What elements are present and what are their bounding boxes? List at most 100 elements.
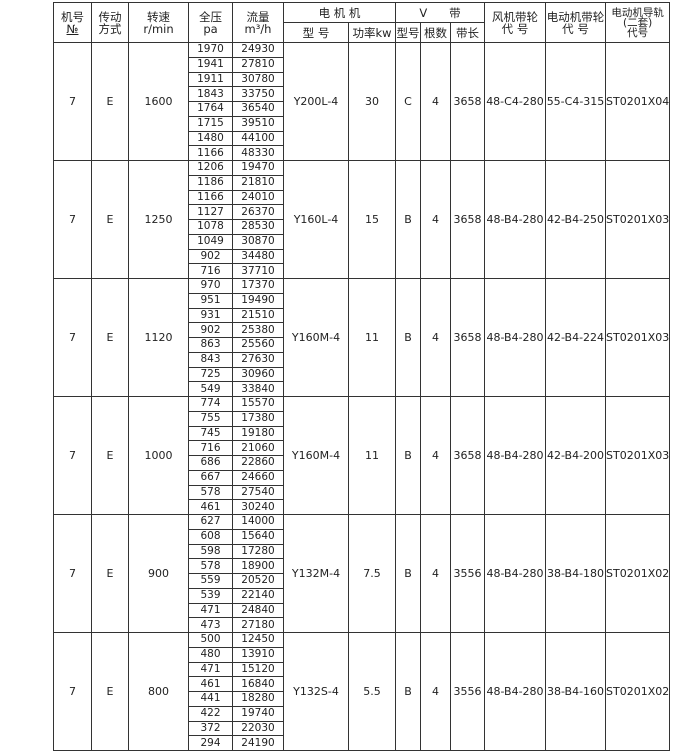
col-rail: ST0201X03: [604, 278, 671, 397]
table-row: 578 18900: [54, 558, 670, 574]
table-row: 7 E 1120 970 17370 Y160M-4 11 B 4 3658 48-B4-280 42…: [53, 278, 671, 397]
pressure-cell: 774: [188, 396, 233, 412]
flow-cell: 27630: [232, 351, 284, 368]
pressure-cell: 473: [188, 617, 233, 633]
flow-cell: 15570: [232, 396, 284, 412]
col-drive: E: [91, 42, 129, 161]
col-rail: ST0201X02: [604, 632, 671, 751]
col-belt-type: B: [395, 278, 421, 397]
pressure-cell: 559: [188, 573, 233, 589]
col-fan-pulley: 48-B4-280: [484, 632, 546, 751]
flow-cell: 16840: [232, 676, 284, 692]
pressure-cell: 500: [188, 632, 233, 648]
header-rail: 电动机导轨 (二套) 代号: [604, 2, 671, 43]
col-no: 7: [53, 160, 92, 279]
pressure-cell: 1206: [188, 160, 233, 176]
col-drive: E: [91, 396, 129, 515]
pressure-cell: 902: [188, 322, 233, 338]
pressure-cell: 471: [188, 661, 233, 678]
table-row: 372 22030: [54, 720, 670, 737]
pressure-cell: 1166: [188, 145, 233, 161]
flow-cell: 18900: [232, 558, 284, 574]
pressure-cell: 951: [188, 292, 233, 309]
table-row: 294 24190: [54, 735, 670, 751]
table-row: 843 27630: [54, 351, 670, 368]
col-rail: ST0201X04: [604, 42, 671, 161]
table-row: 1843 33750: [54, 86, 670, 102]
pressure-cell: 578: [188, 484, 233, 501]
table-row: 1911 30780: [54, 71, 670, 88]
pressure-cell: 480: [188, 646, 233, 663]
flow-cell: 39510: [232, 115, 284, 132]
col-belt-length: 3556: [450, 632, 485, 751]
table-row: 7 E 800 500 12450 Y132S-4 5.5 B 4 3556 48-B4-280 38…: [53, 632, 671, 751]
col-drive: E: [91, 514, 129, 633]
pressure-cell: 1911: [188, 71, 233, 88]
col-fan-pulley: 48-B4-280: [484, 514, 546, 633]
table-row: 902 25380: [54, 322, 670, 338]
flow-cell: 27540: [232, 484, 284, 501]
col-rail: ST0201X03: [604, 160, 671, 279]
col-motor-pulley: 42-B4-250: [545, 160, 606, 279]
col-belt-length: 3658: [450, 278, 485, 397]
col-motor-pulley: 42-B4-200: [545, 396, 606, 515]
header-vbelt: V 带: [395, 2, 485, 23]
col-belt-length: 3556: [450, 514, 485, 633]
col-speed: 800: [128, 632, 189, 751]
col-motor-model: Y160M-4: [283, 278, 349, 397]
col-no: 7: [53, 42, 92, 161]
col-no: 7: [53, 396, 92, 515]
flow-cell: 48330: [232, 145, 284, 161]
pressure-cell: 1078: [188, 219, 233, 235]
col-speed: 1600: [128, 42, 189, 161]
table-row: 539 22140: [54, 587, 670, 604]
pressure-cell: 422: [188, 705, 233, 722]
col-motor-pulley: 38-B4-180: [545, 514, 606, 633]
flow-cell: 36540: [232, 101, 284, 117]
header-motor: 电 机 机: [283, 2, 396, 23]
col-belt-type: B: [395, 632, 421, 751]
pressure-cell: 725: [188, 366, 233, 383]
table-row: 725 30960: [54, 366, 670, 383]
flow-cell: 22140: [232, 587, 284, 604]
header-drive: 传动 方式: [91, 2, 129, 43]
col-drive: E: [91, 278, 129, 397]
col-belt-type: B: [395, 396, 421, 515]
flow-cell: 28530: [232, 219, 284, 235]
pressure-cell: 843: [188, 351, 233, 368]
pressure-cell: 539: [188, 587, 233, 604]
col-rail: ST0201X02: [604, 514, 671, 633]
flow-cell: 22860: [232, 455, 284, 471]
flow-cell: 21510: [232, 307, 284, 324]
col-belt-length: 3658: [450, 160, 485, 279]
pressure-cell: 294: [188, 735, 233, 751]
col-no: 7: [53, 632, 92, 751]
pressure-cell: 745: [188, 425, 233, 442]
col-speed: 900: [128, 514, 189, 633]
fan-performance-table: 机号 № 传动 方式 转速 r/min 全压 pa 流量 m³/h 电 机 机 V 带 风…: [53, 2, 671, 751]
col-power: 30: [348, 42, 396, 161]
pressure-cell: 627: [188, 514, 233, 530]
table-row: 7 E 900 627 14000 Y132M-4 7.5 B 4 3556 48-B4-280 38…: [53, 514, 671, 633]
pressure-cell: 863: [188, 337, 233, 353]
col-fan-pulley: 48-B4-280: [484, 160, 546, 279]
header-belt-type: 型号: [395, 22, 421, 43]
table-row: 951 19490: [54, 292, 670, 309]
pressure-cell: 755: [188, 410, 233, 427]
flow-cell: 33840: [232, 381, 284, 397]
flow-cell: 37710: [232, 263, 284, 279]
flow-cell: 27810: [232, 56, 284, 73]
flow-cell: 30960: [232, 366, 284, 383]
col-fan-pulley: 48-C4-280: [484, 42, 546, 161]
table-row: 863 25560: [54, 337, 670, 353]
col-motor-model: Y132M-4: [283, 514, 349, 633]
flow-cell: 17380: [232, 410, 284, 427]
flow-cell: 19180: [232, 425, 284, 442]
col-no: 7: [53, 278, 92, 397]
table-row: 1715 39510: [54, 115, 670, 132]
flow-cell: 24190: [232, 735, 284, 751]
flow-cell: 19470: [232, 160, 284, 176]
col-belt-length: 3658: [450, 396, 485, 515]
col-belt-type: B: [395, 160, 421, 279]
pressure-cell: 461: [188, 676, 233, 692]
